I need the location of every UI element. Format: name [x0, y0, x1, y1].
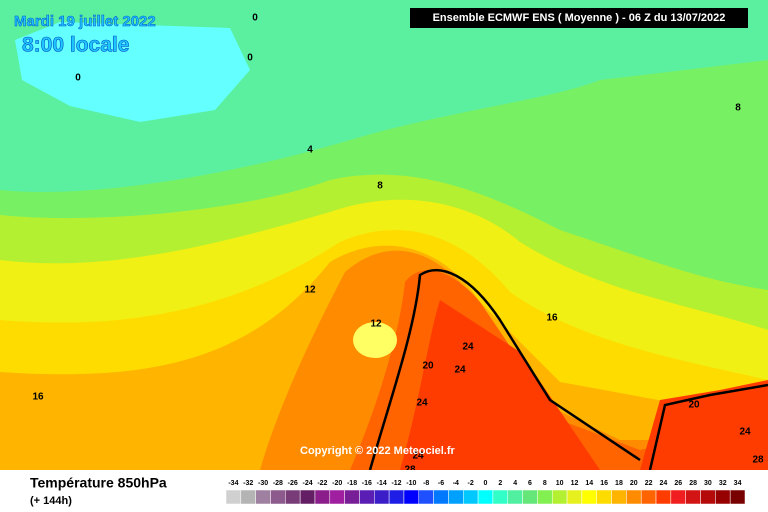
scale-label: -22: [317, 480, 327, 487]
scale-swatch: [507, 489, 523, 505]
scale-label: 16: [600, 480, 608, 487]
scale-swatch: [596, 489, 612, 505]
scale-label: -32: [243, 480, 253, 487]
scale-swatch: [640, 489, 657, 505]
contour-label: 12: [304, 285, 316, 296]
scale-label: -16: [362, 480, 372, 487]
scale-label: -24: [302, 480, 312, 487]
forecast-time: 8:00 locale: [22, 34, 129, 57]
scale-label: 10: [556, 480, 564, 487]
footer-title: Température 850hPa: [30, 475, 167, 491]
temperature-field: [0, 0, 768, 471]
scale-swatch: [522, 489, 538, 505]
copyright: Copyright © 2022 Meteociel.fr: [300, 445, 456, 457]
scale-swatch: [566, 489, 583, 505]
scale-label: -12: [391, 480, 401, 487]
scale-swatch: [403, 489, 420, 505]
scale-swatch: [225, 489, 242, 505]
scale-label: -4: [453, 480, 459, 487]
scale-label: -28: [273, 480, 283, 487]
scale-label: 18: [615, 480, 623, 487]
contour-label: 24: [739, 427, 751, 438]
contour-label: 0: [252, 13, 258, 24]
scale-label: -34: [228, 480, 238, 487]
scale-label: -20: [332, 480, 342, 487]
scale-swatch: [611, 489, 627, 505]
contour-label: 16: [32, 392, 44, 403]
contour-label: 8: [735, 103, 741, 114]
scale-swatch: [537, 489, 553, 505]
scale-label: 24: [660, 480, 668, 487]
scale-label: 34: [734, 480, 742, 487]
scale-swatch: [329, 489, 345, 505]
contour-label: 28: [752, 455, 764, 466]
scale-label: 0: [484, 480, 488, 487]
scale-label: 2: [498, 480, 502, 487]
scale-label: 14: [585, 480, 593, 487]
scale-swatch: [448, 489, 464, 505]
scale-swatch: [685, 489, 701, 505]
scale-swatch: [477, 489, 494, 505]
scale-swatch: [240, 489, 256, 505]
scale-label: 8: [543, 480, 547, 487]
scale-swatch: [314, 489, 331, 505]
scale-swatch: [700, 489, 716, 505]
scale-label: 28: [689, 480, 697, 487]
contour-label: 24: [416, 398, 428, 409]
scale-swatch: [626, 489, 642, 505]
scale-swatch: [433, 489, 449, 505]
footer-subtitle: (+ 144h): [30, 495, 72, 507]
scale-swatch: [270, 489, 286, 505]
contour-label: 20: [422, 361, 434, 372]
scale-label: 30: [704, 480, 712, 487]
scale-label: -8: [423, 480, 429, 487]
scale-swatch: [285, 489, 301, 505]
contour-label: 24: [454, 365, 466, 376]
scale-swatch: [388, 489, 405, 505]
scale-label: 6: [528, 480, 532, 487]
scale-label: 32: [719, 480, 727, 487]
scale-swatch: [374, 489, 390, 505]
forecast-date: Mardi 19 juillet 2022: [14, 13, 156, 30]
scale-swatch: [418, 489, 434, 505]
scale-label: -10: [406, 480, 416, 487]
scale-label: -2: [468, 480, 474, 487]
contour-label: 24: [462, 342, 474, 353]
scale-swatch: [344, 489, 360, 505]
contour-label: 24: [412, 451, 424, 462]
scale-label: 22: [645, 480, 653, 487]
scale-swatch: [670, 489, 686, 505]
contour-label: 20: [688, 400, 700, 411]
contour-labels: 00048812121616202024242424242828: [32, 13, 764, 476]
scale-swatch: [655, 489, 672, 505]
scale-label: 20: [630, 480, 638, 487]
scale-label: 4: [513, 480, 517, 487]
scale-swatch: [715, 489, 731, 505]
scale-label: -26: [288, 480, 298, 487]
scale-label: -14: [377, 480, 387, 487]
scale-label: 12: [571, 480, 579, 487]
contour-label: 16: [546, 313, 558, 324]
scale-label: -18: [347, 480, 357, 487]
scale-swatch: [729, 489, 746, 505]
contour-label: 8: [377, 181, 383, 192]
contour-label: 12: [370, 319, 382, 330]
scale-label: -30: [258, 480, 268, 487]
scale-swatch: [551, 489, 568, 505]
scale-swatch: [492, 489, 508, 505]
scale-label: -6: [438, 480, 444, 487]
contour-label: 0: [75, 73, 81, 84]
scale-swatch: [299, 489, 316, 505]
contour-label: 4: [307, 145, 313, 156]
scale-swatch: [359, 489, 375, 505]
run-box: [410, 8, 748, 28]
contour-label: 0: [247, 53, 253, 64]
scale-swatch: [581, 489, 597, 505]
run-info: Ensemble ECMWF ENS ( Moyenne ) - 06 Z du…: [433, 12, 726, 24]
scale-swatch: [255, 489, 271, 505]
scale-label: 26: [674, 480, 682, 487]
scale-swatch: [463, 489, 479, 505]
color-scale: -34 -32 -30 -28 -26 -24 -22 -20 -18 -16 -14 -12 -10-…: [225, 480, 746, 505]
